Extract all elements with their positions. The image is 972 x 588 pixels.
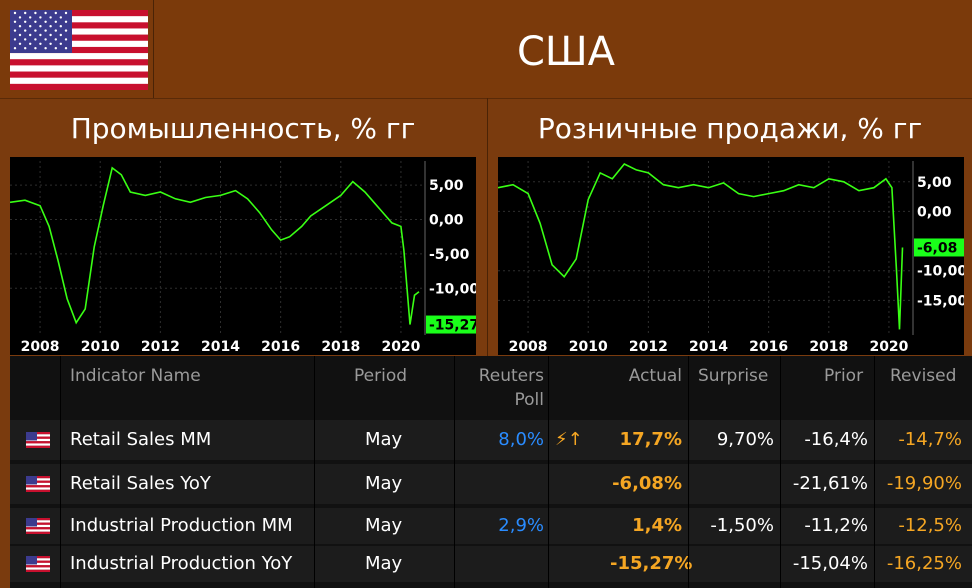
last-value-label: -6,08 xyxy=(917,240,957,256)
last-value-badge xyxy=(914,238,964,257)
surprise-cell: 9,70% xyxy=(716,429,774,450)
x-tick-label: 2010 xyxy=(81,339,120,355)
indicator-name-cell: Industrial Production YoY xyxy=(70,553,293,574)
usa-flag-icon xyxy=(26,476,50,492)
header-reuters-poll-line1: Reuters xyxy=(478,366,544,386)
x-tick-label: 2012 xyxy=(629,339,668,355)
actual-cell: 1,4% xyxy=(632,515,682,536)
prior-cell: -15,04% xyxy=(792,553,868,574)
prior-cell: -11,2% xyxy=(804,515,868,536)
column-divider xyxy=(780,356,781,588)
period-cell: May xyxy=(365,473,403,494)
y-tick-label: -5,00 xyxy=(429,247,470,263)
series-line xyxy=(10,166,420,325)
column-divider xyxy=(314,356,315,588)
page-title: США xyxy=(516,29,616,75)
x-tick-label: 2008 xyxy=(21,339,60,355)
revised-cell: -12,5% xyxy=(898,515,962,536)
prior-cell: -21,61% xyxy=(792,473,868,494)
column-divider xyxy=(874,356,875,588)
x-tick-label: 2018 xyxy=(321,339,360,355)
table-row[interactable] xyxy=(10,420,972,460)
x-tick-label: 2020 xyxy=(869,339,908,355)
last-value-label: -15,27 xyxy=(429,318,476,334)
header-reuters-poll-line2: Poll xyxy=(514,390,545,410)
x-tick-label: 2014 xyxy=(201,339,240,355)
prior-cell: -16,4% xyxy=(804,429,868,450)
revised-cell: -19,90% xyxy=(886,473,962,494)
indicator-name-cell: Industrial Production MM xyxy=(70,515,293,536)
header-period: Period xyxy=(354,366,408,386)
x-tick-label: 2018 xyxy=(809,339,848,355)
actual-cell: -6,08% xyxy=(612,473,682,494)
y-tick-label: -15,00 xyxy=(917,293,964,309)
usa-flag-icon xyxy=(26,518,50,534)
header-indicator-name: Indicator Name xyxy=(70,366,201,386)
table-row[interactable] xyxy=(10,508,972,544)
column-divider xyxy=(688,356,689,588)
x-tick-label: 2012 xyxy=(141,339,180,355)
usa-flag-icon xyxy=(26,432,50,448)
table-row[interactable] xyxy=(10,464,972,504)
y-tick-label: 0,00 xyxy=(917,204,952,220)
period-cell: May xyxy=(365,553,403,574)
x-tick-label: 2016 xyxy=(261,339,300,355)
actual-cell: 17,7% xyxy=(619,429,682,450)
table-row[interactable] xyxy=(10,546,972,582)
revised-cell: -16,25% xyxy=(886,553,962,574)
header-prior: Prior xyxy=(824,366,864,386)
last-value-badge xyxy=(426,315,476,334)
header-bar: США xyxy=(0,0,972,98)
y-tick-label: 5,00 xyxy=(429,178,464,194)
actual-cell: -15,27% xyxy=(610,553,693,574)
reuters-poll-cell: 8,0% xyxy=(498,429,544,450)
column-divider xyxy=(60,356,61,588)
usa-flag-icon xyxy=(26,556,50,572)
panel-title-industry: Промышленность, % гг xyxy=(70,112,416,145)
indicator-name-cell: Retail Sales MM xyxy=(70,429,212,450)
indicator-name-cell: Retail Sales YoY xyxy=(70,473,211,494)
x-tick-label: 2008 xyxy=(509,339,548,355)
x-tick-label: 2010 xyxy=(569,339,608,355)
usa-flag-icon xyxy=(10,10,148,90)
revised-cell: -14,7% xyxy=(898,429,962,450)
alert-icon-cell: ⚡↑ xyxy=(555,429,583,450)
reuters-poll-cell: 2,9% xyxy=(498,515,544,536)
x-tick-label: 2014 xyxy=(689,339,728,355)
y-tick-label: -10,00 xyxy=(917,264,964,280)
header-revised: Revised xyxy=(890,366,957,386)
column-divider xyxy=(548,356,549,588)
period-cell: May xyxy=(365,429,403,450)
y-tick-label: 5,00 xyxy=(917,175,952,191)
chart-industry: 2008 2010 2012 2014 2016 2018 2020 5,00 0,00 -5,0… xyxy=(10,157,476,355)
x-tick-label: 2016 xyxy=(749,339,788,355)
series-line xyxy=(498,163,904,330)
x-tick-label: 2020 xyxy=(381,339,420,355)
panel-title-retail: Розничные продажи, % гг xyxy=(537,112,923,145)
chart-retail: 2008 2010 2012 2014 2016 2018 2020 5,00 0,00 -10,… xyxy=(498,157,964,355)
surprise-cell: -1,50% xyxy=(710,515,774,536)
header-surprise: Surprise xyxy=(698,366,769,386)
indicators-table: Indicator Name Period Reuters Poll Actua… xyxy=(10,356,972,588)
period-cell: May xyxy=(365,515,403,536)
header-actual: Actual xyxy=(628,366,682,386)
y-tick-label: 0,00 xyxy=(429,212,464,228)
column-divider xyxy=(454,356,455,588)
y-tick-label: -10,00 xyxy=(429,281,476,297)
